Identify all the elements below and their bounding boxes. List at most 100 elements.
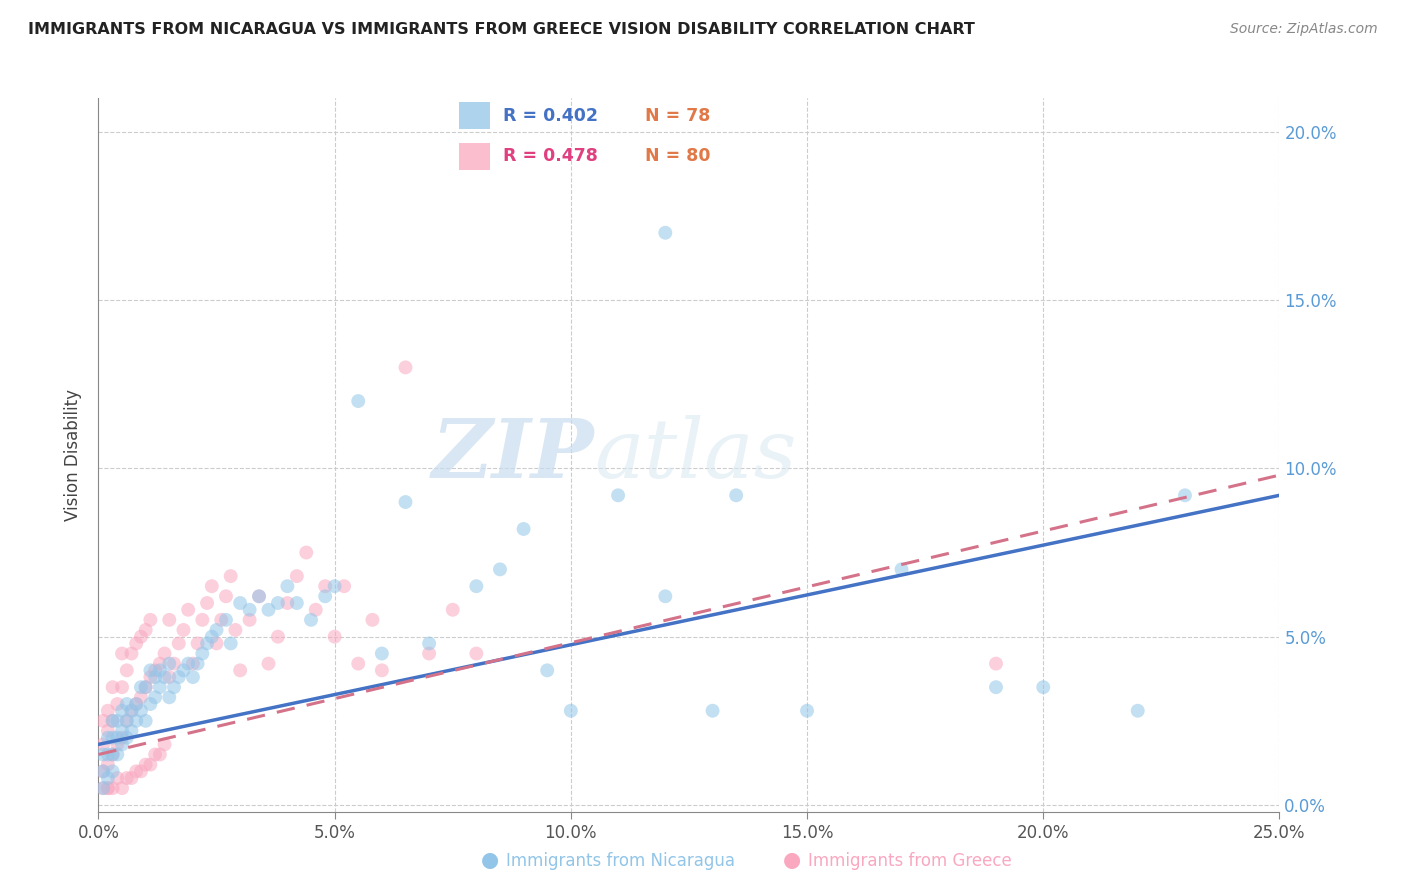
Point (121, 723, 143, 738)
Point (105, 714, 128, 728)
Point (97, 757, 120, 772)
Point (229, 596, 252, 610)
Point (257, 657, 280, 671)
Point (267, 596, 290, 610)
Point (139, 664, 162, 678)
Point (91, 714, 114, 728)
Point (153, 670, 176, 684)
Point (115, 664, 138, 678)
Point (314, 579, 336, 593)
Point (276, 596, 298, 610)
Point (101, 747, 124, 762)
Point (347, 394, 370, 409)
Point (111, 731, 134, 745)
Point (465, 579, 488, 593)
Point (149, 747, 172, 762)
Point (201, 579, 224, 593)
Point (187, 636, 209, 650)
Point (418, 647, 440, 661)
Point (111, 704, 134, 718)
Text: R = 0.478: R = 0.478 (502, 147, 598, 165)
Point (333, 579, 356, 593)
Point (195, 636, 218, 650)
Point (702, 704, 724, 718)
Point (111, 723, 134, 738)
Point (247, 589, 270, 603)
Point (654, 226, 676, 240)
Point (191, 647, 214, 661)
Point (267, 630, 290, 644)
Text: ●: ● (481, 850, 499, 870)
Point (239, 603, 262, 617)
Point (97, 731, 120, 745)
Point (418, 636, 440, 650)
Point (394, 495, 416, 509)
Point (347, 657, 370, 671)
Point (121, 771, 143, 785)
Point (115, 771, 138, 785)
Point (91, 781, 114, 796)
Point (209, 613, 232, 627)
Point (139, 670, 162, 684)
Point (181, 657, 204, 671)
Point (205, 636, 228, 650)
Point (205, 623, 228, 637)
Point (115, 714, 138, 728)
Point (105, 731, 128, 745)
Point (285, 569, 308, 583)
Point (125, 697, 148, 711)
Point (239, 613, 262, 627)
Point (153, 738, 176, 752)
Point (201, 630, 224, 644)
Point (219, 569, 242, 583)
Point (97, 704, 120, 718)
Point (135, 757, 157, 772)
Point (115, 697, 138, 711)
Point (129, 704, 152, 718)
Point (177, 657, 200, 671)
Point (172, 623, 194, 637)
Point (153, 647, 176, 661)
Point (371, 664, 394, 678)
Point (129, 630, 152, 644)
Point (149, 657, 172, 671)
Point (157, 690, 180, 705)
Y-axis label: Vision Disability: Vision Disability (65, 389, 83, 521)
Point (215, 613, 238, 627)
Point (105, 697, 128, 711)
Point (101, 680, 124, 694)
FancyBboxPatch shape (460, 143, 491, 169)
Point (890, 562, 912, 576)
Point (121, 704, 143, 718)
Text: Immigrants from Nicaragua: Immigrants from Nicaragua (506, 852, 735, 870)
Point (101, 747, 124, 762)
Point (97, 781, 120, 796)
Point (163, 680, 186, 694)
Point (97, 747, 120, 762)
Point (115, 714, 138, 728)
Point (512, 522, 534, 536)
Point (172, 664, 194, 678)
Point (143, 747, 166, 762)
Point (129, 690, 152, 705)
Point (295, 545, 318, 559)
Text: Source: ZipAtlas.com: Source: ZipAtlas.com (1230, 22, 1378, 37)
Point (143, 664, 166, 678)
Point (101, 714, 124, 728)
Point (314, 589, 336, 603)
Point (139, 697, 162, 711)
Point (135, 680, 157, 694)
Point (191, 613, 214, 627)
Point (441, 603, 464, 617)
Point (489, 562, 512, 576)
Point (224, 623, 246, 637)
Point (97, 781, 120, 796)
Point (91, 747, 114, 762)
Point (143, 690, 166, 705)
Point (97, 723, 120, 738)
Point (394, 360, 416, 375)
Point (654, 589, 676, 603)
Point (91, 781, 114, 796)
Point (323, 630, 346, 644)
Point (115, 731, 138, 745)
